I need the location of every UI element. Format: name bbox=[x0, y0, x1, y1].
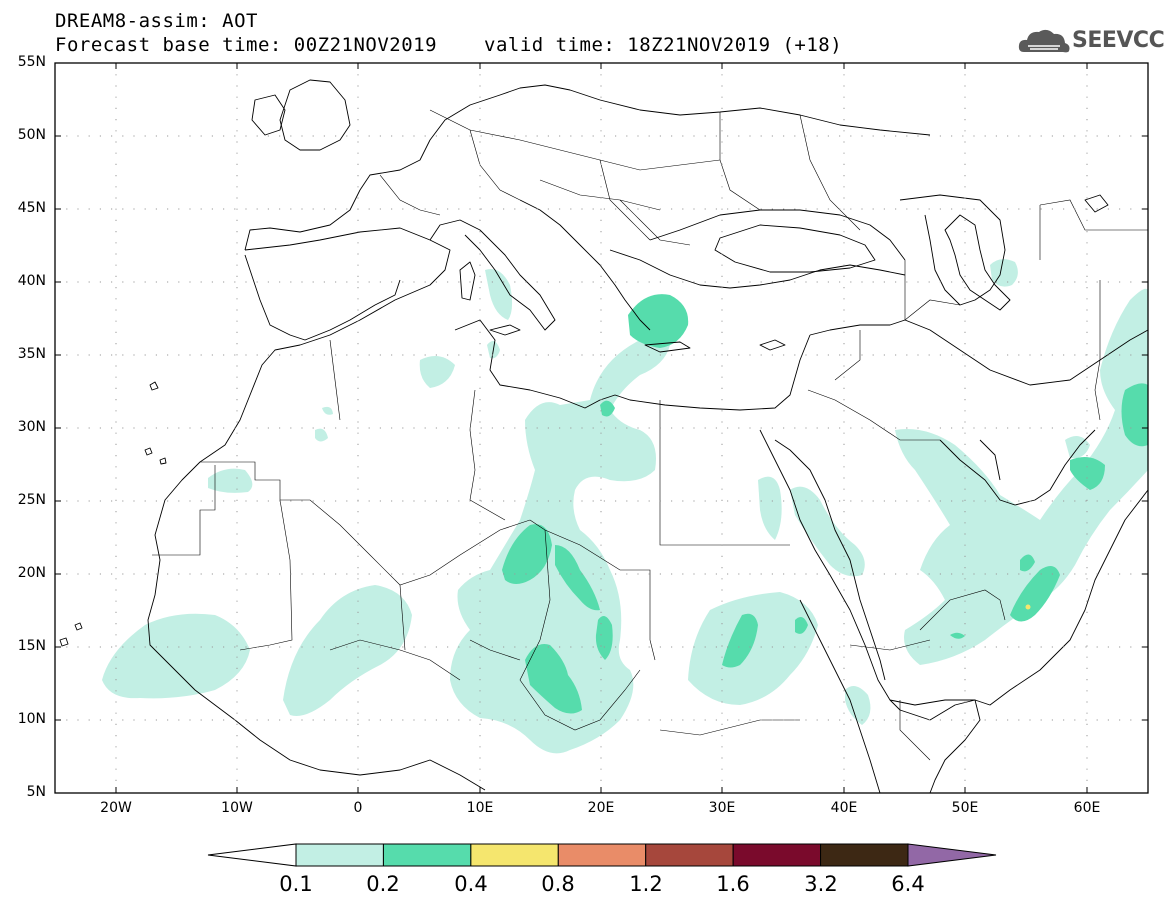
colorbar-label: 1.6 bbox=[716, 872, 750, 896]
colorbar-label: 0.8 bbox=[541, 872, 575, 896]
axis-ticks bbox=[55, 62, 1148, 794]
aot-layer-0-4 bbox=[1025, 604, 1031, 610]
lat-label: 45N bbox=[17, 200, 46, 216]
lat-label: 10N bbox=[17, 711, 46, 727]
lon-label: 0 bbox=[353, 800, 363, 816]
forecast-base-time: Forecast base time: 00Z21NOV2019 bbox=[55, 34, 438, 56]
colorbar-label: 0.1 bbox=[279, 872, 313, 896]
cloud-icon bbox=[1018, 29, 1070, 53]
lat-label: 35N bbox=[17, 346, 46, 362]
lat-label: 40N bbox=[17, 273, 46, 289]
colorbar-label: 3.2 bbox=[804, 872, 838, 896]
lon-label: 10E bbox=[466, 800, 494, 816]
colorbar-label: 6.4 bbox=[891, 872, 925, 896]
lon-label: 60E bbox=[1073, 800, 1101, 816]
lat-label: 5N bbox=[26, 784, 46, 800]
lat-label: 25N bbox=[17, 492, 46, 508]
lon-label: 20E bbox=[587, 800, 615, 816]
country-borders bbox=[152, 109, 1148, 761]
lon-label: 10W bbox=[221, 800, 253, 816]
aot-layer-0-1 bbox=[102, 259, 1148, 754]
lon-label: 20W bbox=[100, 800, 132, 816]
map-title: DREAM8-assim: AOT bbox=[55, 10, 258, 32]
colorbar-label: 0.2 bbox=[366, 872, 400, 896]
lat-label: 15N bbox=[17, 638, 46, 654]
lat-label: 30N bbox=[17, 419, 46, 435]
lat-label: 55N bbox=[17, 54, 46, 70]
coastlines bbox=[59, 79, 1148, 793]
lat-label: 20N bbox=[17, 565, 46, 581]
lat-label: 50N bbox=[17, 127, 46, 143]
valid-time: valid time: 18Z21NOV2019 (+18) bbox=[484, 34, 843, 56]
aot-layer-0-2 bbox=[502, 294, 1148, 714]
colorbar-label: 1.2 bbox=[629, 872, 663, 896]
lon-label: 40E bbox=[830, 800, 858, 816]
lon-label: 30E bbox=[708, 800, 736, 816]
seevccc-logo: SEEVCCC bbox=[1072, 28, 1165, 53]
lon-label: 50E bbox=[951, 800, 979, 816]
colorbar-label: 0.4 bbox=[454, 872, 488, 896]
